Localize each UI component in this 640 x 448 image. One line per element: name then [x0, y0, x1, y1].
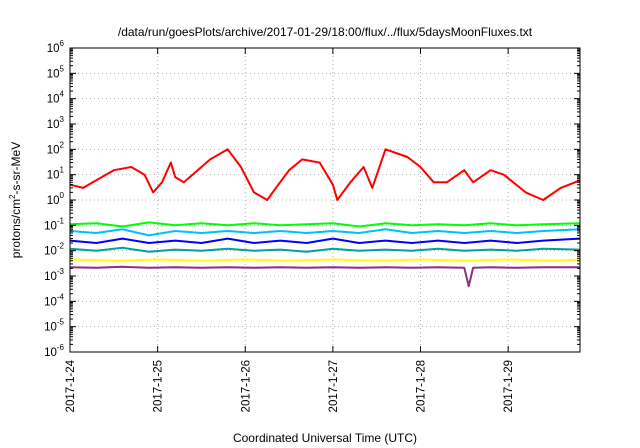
y-tick-exponent: -4 [57, 292, 65, 301]
y-tick-label: 103 [47, 115, 65, 131]
y-tick-exponent: -2 [57, 242, 65, 251]
y-tick-exponent: -1 [57, 216, 65, 225]
series-line-1 [69, 148, 581, 201]
y-tick-exponent: 3 [60, 115, 65, 124]
y-tick-label: 102 [47, 140, 65, 156]
y-tick-base: 10 [44, 246, 57, 258]
grid [70, 48, 580, 352]
series-group [69, 148, 581, 288]
y-tick-label: 100 [47, 191, 65, 207]
x-tick-label: 2017-1-25 [153, 360, 165, 412]
x-tick-label: 2017-1-28 [416, 360, 428, 412]
y-tick-base: 10 [47, 94, 60, 106]
series-line-7 [69, 265, 580, 288]
series-line-6 [69, 258, 581, 262]
y-tick-base: 10 [47, 144, 60, 156]
y-tick-label: 10-1 [44, 216, 64, 232]
y-tick-label: 10-3 [44, 267, 64, 283]
series-line-5 [69, 246, 581, 253]
y-tick-base: 10 [47, 195, 60, 207]
y-tick-exponent: 4 [60, 90, 65, 99]
y-tick-exponent: -5 [57, 318, 65, 327]
y-tick-exponent: 2 [60, 140, 65, 149]
y-axis-ticks: 10610510410310210110010-110-210-310-410-… [44, 39, 580, 359]
y-tick-base: 10 [44, 347, 57, 359]
y-tick-base: 10 [44, 322, 57, 334]
series-line-2 [69, 221, 581, 228]
y-tick-base: 10 [47, 68, 60, 80]
series-line-3 [69, 228, 581, 237]
y-tick-exponent: 0 [60, 191, 65, 200]
y-tick-base: 10 [44, 271, 57, 283]
y-tick-base: 10 [47, 119, 60, 131]
chart-title: /data/run/goesPlots/archive/2017-01-29/1… [118, 25, 533, 39]
y-tick-exponent: 5 [60, 64, 65, 73]
y-axis-label-sup: 2 [8, 194, 17, 199]
y-tick-label: 106 [47, 39, 65, 55]
y-tick-base: 10 [47, 43, 60, 55]
y-axis-label-pre: protons/cm [9, 199, 23, 258]
x-axis-ticks: 2017-1-24 2017-1-25 2017-1-26 2017-1-27 2017… [65, 48, 515, 412]
x-tick-label: 2017-1-24 [65, 359, 77, 412]
y-tick-base: 10 [47, 170, 60, 182]
y-tick-label: 10-4 [44, 292, 64, 308]
y-tick-exponent: -3 [57, 267, 65, 276]
y-axis-label: protons/cm2-s-sr-MeV [8, 142, 23, 258]
x-tick-label: 2017-1-27 [328, 360, 340, 412]
y-tick-label: 104 [47, 90, 65, 106]
y-tick-base: 10 [44, 296, 57, 308]
y-tick-label: 101 [47, 166, 65, 182]
y-tick-label: 10-5 [44, 318, 64, 334]
y-tick-label: 10-2 [44, 242, 64, 258]
y-tick-exponent: 1 [60, 166, 65, 175]
y-tick-exponent: 6 [60, 39, 65, 48]
series-line-4 [69, 237, 581, 244]
y-tick-label: 105 [47, 64, 65, 80]
y-tick-base: 10 [44, 220, 57, 232]
y-tick-label: 10-6 [44, 343, 64, 359]
y-axis-label-post: -s-sr-MeV [9, 142, 23, 195]
x-axis-label: Coordinated Universal Time (UTC) [233, 431, 417, 445]
x-tick-label: 2017-1-29 [503, 360, 515, 412]
x-tick-label: 2017-1-26 [240, 360, 252, 412]
y-tick-exponent: -6 [57, 343, 65, 352]
